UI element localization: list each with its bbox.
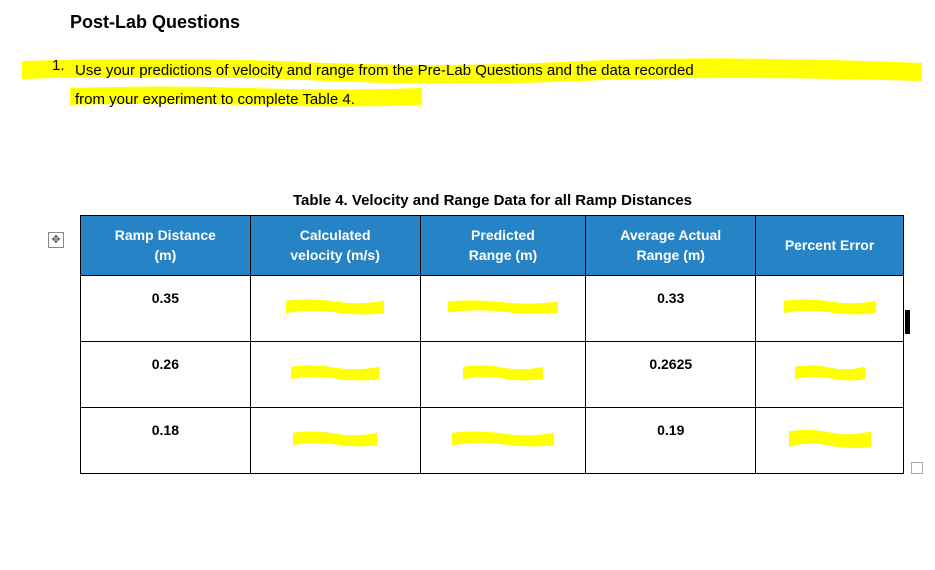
col-header-line1: Percent Error <box>785 237 874 253</box>
highlight-blob <box>784 298 876 316</box>
question-number: 1. <box>52 57 65 74</box>
col-header-line2: Range (m) <box>469 247 537 263</box>
question-line2: from your experiment to complete Table 4… <box>75 91 355 108</box>
cell-percent-error <box>756 276 904 342</box>
col-header-4: Percent Error <box>756 216 904 276</box>
highlight-blob <box>286 298 384 316</box>
cell-predicted-range <box>420 342 586 408</box>
cell-avg-actual: 0.33 <box>586 276 756 342</box>
question-text: Use your predictions of velocity and ran… <box>75 57 865 114</box>
cell-percent-error <box>756 408 904 474</box>
col-header-line2: Range (m) <box>637 247 705 263</box>
section-heading: Post-Lab Questions <box>70 12 865 33</box>
cell-predicted-range <box>420 276 586 342</box>
cell-predicted-range <box>420 408 586 474</box>
table-body: 0.35 0.33 0.26 0.2625 0.18 0.19 <box>81 276 904 474</box>
question-1: 1. Use your predictions of velocity and … <box>22 57 865 114</box>
col-header-1: Calculated velocity (m/s) <box>250 216 420 276</box>
col-header-line1: Average Actual <box>620 227 721 243</box>
cell-calc-velocity <box>250 276 420 342</box>
cell-ramp-distance: 0.26 <box>81 342 251 408</box>
cell-calc-velocity <box>250 342 420 408</box>
cell-calc-velocity <box>250 408 420 474</box>
col-header-3: Average Actual Range (m) <box>586 216 756 276</box>
resize-handle-icon[interactable] <box>911 462 923 474</box>
row-end-marker <box>905 310 910 334</box>
cell-percent-error <box>756 342 904 408</box>
highlight-blob <box>463 364 543 382</box>
col-header-line1: Predicted <box>471 227 535 243</box>
table-row: 0.35 0.33 <box>81 276 904 342</box>
cell-avg-actual: 0.19 <box>586 408 756 474</box>
col-header-2: Predicted Range (m) <box>420 216 586 276</box>
move-handle-icon[interactable]: ✥ <box>48 232 64 248</box>
data-table: Ramp Distance (m) Calculated velocity (m/s)… <box>80 215 904 474</box>
highlight-blob <box>452 430 554 448</box>
highlight-blob <box>293 430 377 448</box>
highlight-blob <box>291 364 379 382</box>
highlight-blob <box>448 299 558 315</box>
table-header: Ramp Distance (m) Calculated velocity (m/s)… <box>81 216 904 276</box>
table-4: Ramp Distance (m) Calculated velocity (m/s)… <box>80 215 865 474</box>
col-header-line2: (m) <box>154 247 176 263</box>
table-caption: Table 4. Velocity and Range Data for all… <box>120 192 865 209</box>
highlight-blob <box>795 364 865 382</box>
cell-avg-actual: 0.2625 <box>586 342 756 408</box>
table-row: 0.18 0.19 <box>81 408 904 474</box>
cell-ramp-distance: 0.18 <box>81 408 251 474</box>
table-row: 0.26 0.2625 <box>81 342 904 408</box>
cell-ramp-distance: 0.35 <box>81 276 251 342</box>
document-page: Post-Lab Questions 1. Use your predictio… <box>0 0 935 486</box>
question-line1: Use your predictions of velocity and ran… <box>75 62 694 79</box>
col-header-line2: velocity (m/s) <box>290 247 379 263</box>
highlight-blob <box>789 428 871 450</box>
col-header-line1: Ramp Distance <box>115 227 216 243</box>
col-header-0: Ramp Distance (m) <box>81 216 251 276</box>
col-header-line1: Calculated <box>300 227 371 243</box>
